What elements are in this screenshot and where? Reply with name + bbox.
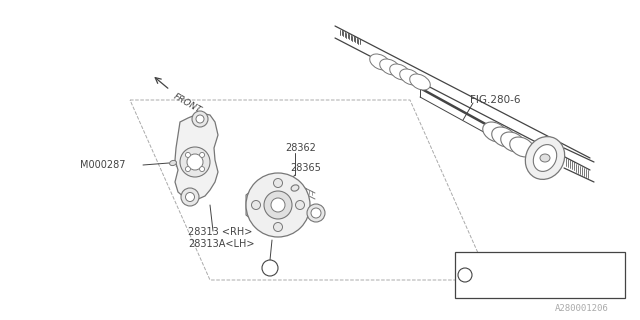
Circle shape [273, 179, 282, 188]
Text: 28313A<LH>: 28313A<LH> [188, 239, 255, 249]
Ellipse shape [500, 132, 525, 152]
Circle shape [307, 204, 325, 222]
Text: N170047 (0610-    ): N170047 (0610- ) [479, 281, 581, 290]
Circle shape [186, 167, 191, 172]
Circle shape [196, 115, 204, 123]
Text: 1: 1 [267, 263, 273, 273]
Circle shape [273, 222, 282, 231]
Text: 28313 <RH>: 28313 <RH> [188, 227, 252, 237]
Text: FIG.280-6: FIG.280-6 [470, 95, 520, 105]
Ellipse shape [380, 59, 400, 75]
Circle shape [264, 191, 292, 219]
Circle shape [311, 208, 321, 218]
Ellipse shape [483, 122, 508, 142]
Text: FRONT: FRONT [172, 92, 203, 115]
Ellipse shape [400, 69, 420, 85]
Text: A280001206: A280001206 [555, 304, 609, 313]
Text: 1: 1 [462, 270, 468, 279]
Circle shape [271, 198, 285, 212]
Circle shape [458, 268, 472, 282]
Circle shape [187, 154, 203, 170]
Circle shape [262, 260, 278, 276]
Text: 28365: 28365 [290, 163, 321, 173]
Ellipse shape [410, 74, 430, 90]
Circle shape [252, 201, 260, 210]
Ellipse shape [390, 64, 410, 80]
Circle shape [200, 152, 205, 157]
Text: 28362: 28362 [285, 143, 316, 153]
Circle shape [186, 193, 195, 202]
Ellipse shape [509, 137, 534, 157]
Ellipse shape [533, 145, 557, 172]
Polygon shape [175, 113, 218, 200]
Ellipse shape [525, 137, 564, 180]
Bar [455, 252, 625, 298]
Text: M000287: M000287 [80, 160, 125, 170]
Ellipse shape [492, 127, 516, 147]
Circle shape [246, 173, 310, 237]
Polygon shape [246, 187, 256, 223]
Ellipse shape [170, 160, 177, 165]
Text: N170044 (    -0610): N170044 ( -0610) [479, 260, 581, 269]
Circle shape [200, 167, 205, 172]
Circle shape [186, 152, 191, 157]
Circle shape [180, 147, 210, 177]
Ellipse shape [540, 154, 550, 162]
Circle shape [296, 201, 305, 210]
Ellipse shape [291, 185, 299, 191]
Circle shape [181, 188, 199, 206]
Circle shape [192, 111, 208, 127]
Ellipse shape [370, 54, 390, 70]
